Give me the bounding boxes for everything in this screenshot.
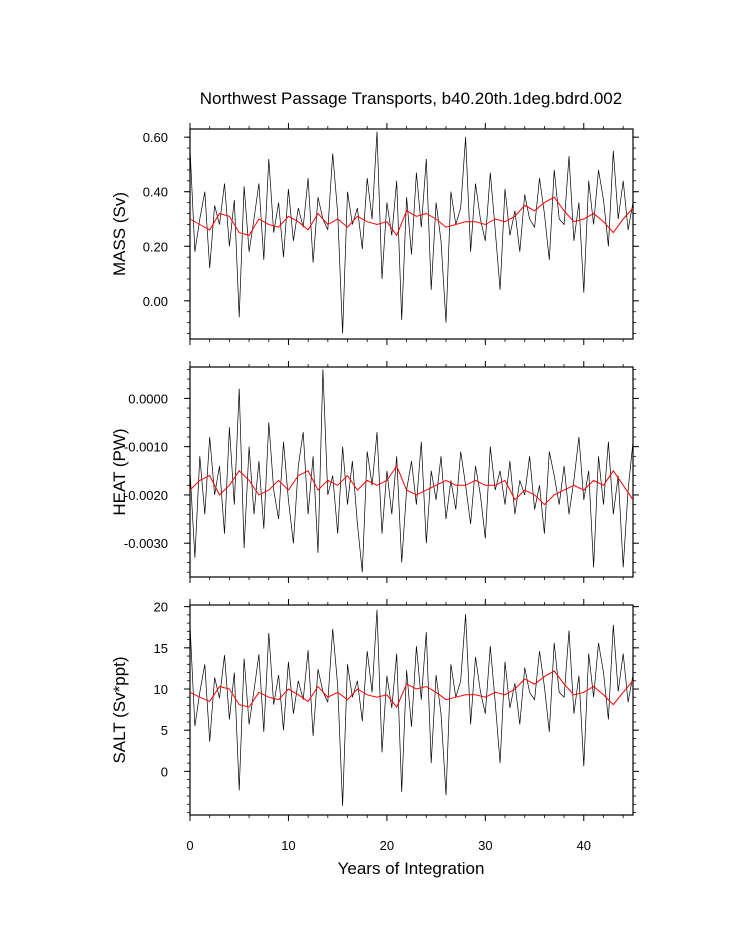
x-tick-label: 40 — [577, 838, 591, 853]
y-tick-label: -0.0030 — [124, 536, 168, 551]
plot-frame — [189, 128, 634, 340]
y-tick-label: 15 — [154, 641, 168, 656]
panel-salt: 0 5 10 15 20 SALT (Sv*ppt) — [110, 599, 639, 821]
panels: 0.00 0.20 0.40 0.60 MASS (Sv) 0.0000 -0.0010 -0… — [110, 123, 639, 853]
y-tick-label: 0.20 — [143, 239, 168, 254]
y-tick-label: 0.40 — [143, 185, 168, 200]
plot-frame — [189, 604, 634, 816]
y-tick-label: 0.0000 — [128, 391, 168, 406]
y-tick-label: 0 — [161, 764, 168, 779]
y-tick-label: 20 — [154, 600, 168, 615]
x-tick-label: 30 — [478, 838, 492, 853]
x-tick-label: 10 — [281, 838, 295, 853]
x-axis-label: Years of Integration — [338, 859, 485, 878]
series-monthly-line — [189, 609, 634, 806]
x-tick-label: 0 — [186, 838, 193, 853]
y-tick-label: 10 — [154, 682, 168, 697]
y-tick-label: 0.00 — [143, 294, 168, 309]
chart-title: Northwest Passage Transports, b40.20th.1… — [200, 89, 622, 108]
series-annual-line — [189, 196, 634, 237]
series-annual-line — [189, 670, 634, 709]
plot-frame — [189, 366, 634, 578]
panel-mass: 0.00 0.20 0.40 0.60 MASS (Sv) — [110, 123, 639, 345]
y-axis-label: HEAT (PW) — [110, 428, 129, 515]
series-annual-line — [189, 464, 634, 506]
y-tick-label: 0.60 — [143, 130, 168, 145]
y-axis-label: MASS (Sv) — [110, 192, 129, 276]
x-tick-label: 20 — [380, 838, 394, 853]
series-monthly-line — [189, 369, 634, 573]
y-tick-label: -0.0020 — [124, 488, 168, 503]
series-monthly-line — [189, 131, 634, 334]
panel-heat: 0.0000 -0.0010 -0.0020 -0.0030 HEAT (PW) — [110, 361, 639, 583]
y-axis-label: SALT (Sv*ppt) — [110, 656, 129, 763]
y-tick-label: 5 — [161, 723, 168, 738]
y-tick-label: -0.0010 — [124, 440, 168, 455]
